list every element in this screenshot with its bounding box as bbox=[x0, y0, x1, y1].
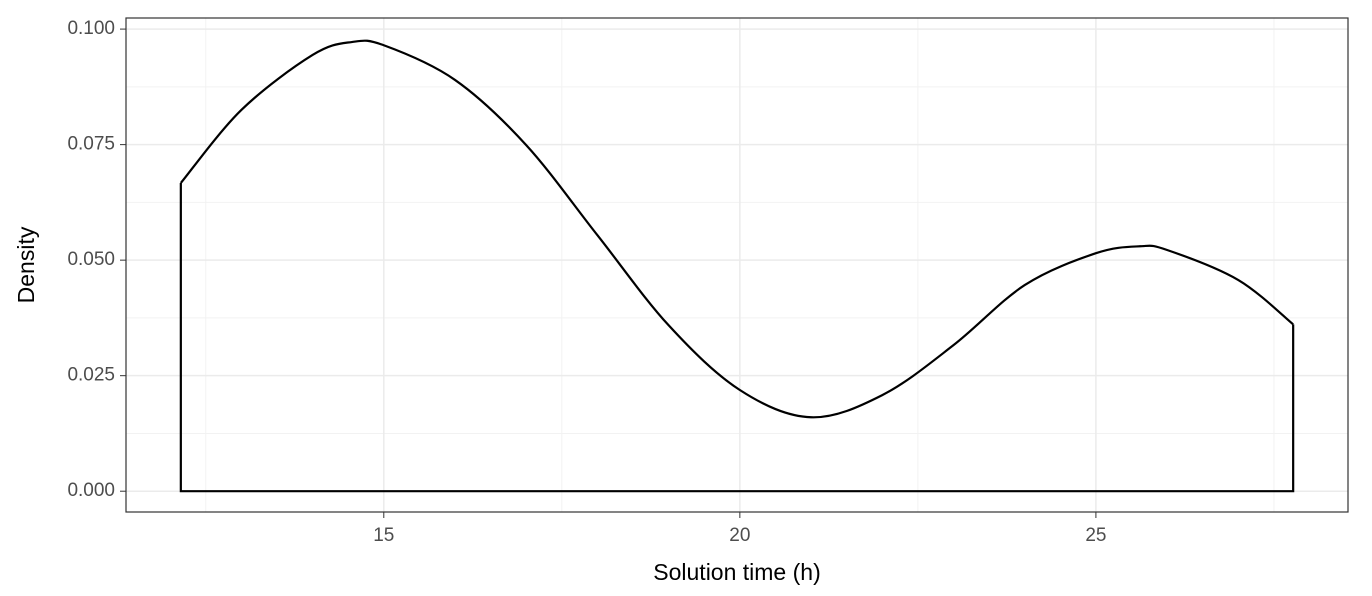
y-axis-title: Density bbox=[13, 226, 39, 303]
y-tick-label: 0.100 bbox=[67, 18, 115, 39]
y-tick-label: 0.025 bbox=[67, 365, 115, 386]
x-tick-label: 25 bbox=[1085, 525, 1106, 546]
y-tick-label: 0.075 bbox=[67, 134, 115, 155]
density-outline bbox=[179, 182, 1295, 493]
y-tick-label: 0.050 bbox=[67, 249, 115, 270]
panel-border bbox=[125, 17, 1349, 513]
x-axis-title: Solution time (h) bbox=[653, 559, 820, 585]
x-tick-label: 15 bbox=[373, 525, 394, 546]
density-curve bbox=[179, 39, 1294, 419]
y-tick-label: 0.000 bbox=[67, 480, 115, 501]
x-tick-label: 20 bbox=[729, 525, 750, 546]
